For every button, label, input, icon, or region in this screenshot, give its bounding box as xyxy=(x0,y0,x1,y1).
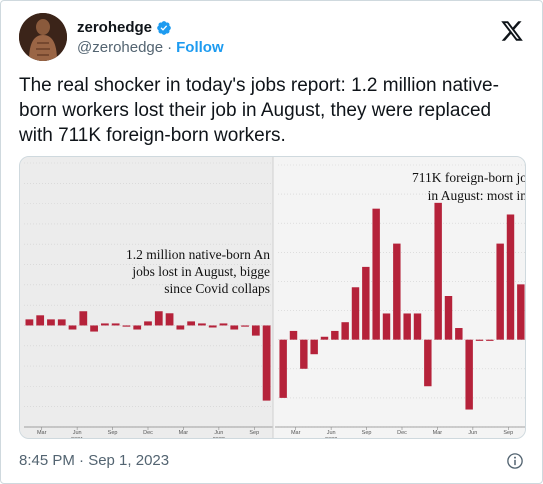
foreign-born-bar xyxy=(351,287,360,340)
avatar-image-icon xyxy=(19,13,67,61)
native-born-bar xyxy=(133,325,142,330)
foreign-born-bar xyxy=(465,339,473,410)
foreign-born-bar xyxy=(475,339,484,341)
native-born-bar xyxy=(230,325,239,330)
jobs-charts: Mar Jun Sep Dec Mar Jun Sep 2021 2022 1.2 millio… xyxy=(20,157,526,439)
foreign-born-bar xyxy=(372,208,380,340)
foreign-born-bar xyxy=(331,330,339,340)
foreign-born-bar xyxy=(393,243,401,340)
foreign-born-x-tick-label: Mar xyxy=(433,430,443,436)
native-born-x-year-label: 2021 xyxy=(71,437,83,439)
foreign-born-x-tick-label: Mar xyxy=(291,430,301,436)
native-born-x-tick-label: Sep xyxy=(249,430,259,436)
native-born-bar xyxy=(90,325,98,332)
native-born-bar xyxy=(219,323,228,326)
chart-native-born: Mar Jun Sep Dec Mar Jun Sep 2021 2022 1.2 millio… xyxy=(20,157,273,439)
native-born-x-tick-label: Sep xyxy=(108,430,118,436)
foreign-born-annotation-line-2: in August: most in xyxy=(428,188,526,203)
foreign-born-bar xyxy=(455,328,463,340)
native-born-bar xyxy=(79,311,88,326)
verified-badge-icon xyxy=(157,20,171,35)
author-handle-row: @zerohedge · Follow xyxy=(77,39,224,56)
native-born-bar xyxy=(122,325,131,327)
foreign-born-x-tick-label: Jun xyxy=(468,430,477,436)
native-born-bar xyxy=(198,323,206,326)
x-logo-icon[interactable] xyxy=(500,19,524,43)
native-born-bar xyxy=(165,313,174,326)
tweet-header: zerohedge @zerohedge · Follow xyxy=(19,13,526,63)
foreign-born-bar xyxy=(341,322,349,340)
foreign-born-bar xyxy=(413,313,422,340)
tweet-media[interactable]: Mar Jun Sep Dec Mar Jun Sep 2021 2022 1.2 millio… xyxy=(19,156,526,439)
foreign-born-bar xyxy=(424,339,432,387)
native-born-bar xyxy=(241,325,249,327)
foreign-born-bar xyxy=(434,202,442,340)
native-born-bar xyxy=(25,319,34,326)
native-born-bar xyxy=(154,311,163,326)
chart-foreign-born: Mar Jun Sep Dec Mar Jun Sep 2022 711K foreign-b… xyxy=(272,157,526,439)
foreign-born-bar xyxy=(279,339,287,398)
avatar[interactable] xyxy=(19,13,67,61)
foreign-born-bar xyxy=(320,336,329,340)
native-born-bar xyxy=(176,325,185,330)
foreign-born-bar xyxy=(300,339,308,369)
native-born-bar xyxy=(100,323,109,326)
handle-separator: · xyxy=(167,39,173,56)
foreign-born-bar xyxy=(310,339,318,355)
tweet-text: The real shocker in today's jobs report:… xyxy=(19,75,499,146)
author-handle[interactable]: @zerohedge xyxy=(77,39,164,56)
info-icon[interactable] xyxy=(506,452,524,470)
foreign-born-bar xyxy=(506,214,515,340)
foreign-born-bar xyxy=(362,266,370,340)
native-born-x-tick-label: Mar xyxy=(37,430,47,436)
foreign-born-bar xyxy=(486,339,494,341)
native-born-annotation-line-2: jobs lost in August, bigge xyxy=(131,264,270,279)
native-born-bar xyxy=(208,325,217,328)
native-born-x-tick-label: Jun xyxy=(73,430,82,436)
native-born-bar xyxy=(36,315,45,326)
native-born-x-tick-label: Mar xyxy=(179,430,189,436)
foreign-born-x-tick-label: Sep xyxy=(362,430,372,436)
native-born-x-tick-label: Jun xyxy=(214,430,223,436)
native-born-bar xyxy=(262,325,271,401)
foreign-born-x-tick-label: Sep xyxy=(503,430,513,436)
foreign-born-bar xyxy=(496,243,504,340)
foreign-born-x-tick-label: Dec xyxy=(397,430,407,436)
foreign-born-x-year-label: 2022 xyxy=(325,437,337,439)
foreign-born-bar xyxy=(403,313,411,340)
native-born-bar xyxy=(57,319,66,326)
native-born-bar xyxy=(47,319,55,326)
follow-button[interactable]: Follow xyxy=(176,39,224,56)
native-born-bar xyxy=(68,325,77,330)
native-born-annotation-line-1: 1.2 million native-born An xyxy=(126,247,270,262)
foreign-born-bar xyxy=(289,330,298,340)
author-display-name[interactable]: zerohedge xyxy=(77,19,153,36)
foreign-born-bar xyxy=(382,313,391,340)
native-born-bar xyxy=(187,321,196,326)
foreign-born-annotation-line-1: 711K foreign-born jo xyxy=(412,170,526,185)
author-name-row: zerohedge xyxy=(77,19,172,36)
foreign-born-x-tick-label: Jun xyxy=(327,430,336,436)
native-born-bar xyxy=(144,321,152,326)
native-born-x-tick-label: Dec xyxy=(143,430,153,436)
native-born-bar xyxy=(111,323,120,326)
foreign-born-bar xyxy=(517,284,525,340)
tweet-timestamp[interactable]: 8:45 PM · Sep 1, 2023 xyxy=(19,452,170,469)
native-born-bar xyxy=(251,325,260,336)
foreign-born-bar xyxy=(444,296,453,340)
native-born-annotation-line-3: since Covid collaps xyxy=(164,281,270,296)
native-born-x-year-label: 2022 xyxy=(213,437,225,439)
